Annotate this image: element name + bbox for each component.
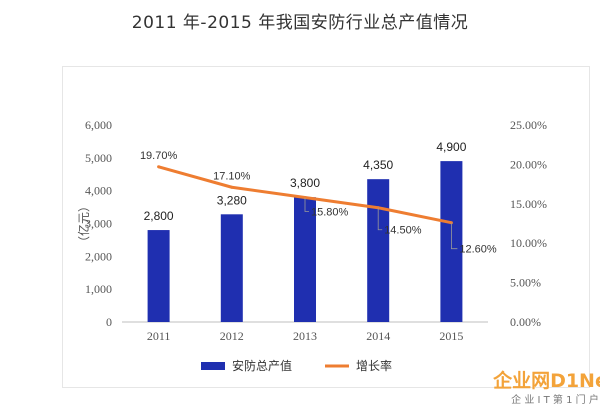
y-tick-label: 1,000: [85, 282, 112, 296]
legend-label-line: 增长率: [356, 358, 392, 373]
bar-value-label: 3,800: [290, 176, 320, 190]
chart-title: 2011 年-2015 年我国安防行业总产值情况: [131, 13, 469, 33]
bar-value-label: 3,280: [217, 193, 247, 207]
y2-tick-label: 15.00%: [510, 197, 547, 211]
bar-value-label: 4,350: [363, 158, 393, 172]
growth-point: [230, 185, 234, 189]
legend-label-bar: 安防总产值: [232, 358, 292, 373]
bar: [294, 197, 316, 322]
growth-value-label: 17.10%: [213, 170, 251, 182]
line-series: [157, 165, 458, 250]
y2-tick-label: 0.00%: [510, 315, 541, 329]
y2-tick-label: 25.00%: [510, 118, 547, 132]
bar-value-label: 4,900: [436, 140, 466, 154]
watermark-tagline: 企 业 I T 第 1 门 户: [511, 393, 599, 406]
label-leader-line: [377, 207, 383, 231]
x-tick-label: 2013: [293, 329, 317, 343]
data-labels: 2,800 3,280 3,800 4,350 4,900 19.70% 17.10% 15.…: [140, 140, 497, 256]
y-tick-label: 0: [106, 315, 112, 329]
growth-value-label: 15.80%: [311, 206, 349, 218]
y-tick-label: 3,000: [85, 217, 112, 231]
growth-value-label: 12.60%: [459, 244, 497, 256]
y-tick-label: 6,000: [85, 118, 112, 132]
growth-value-label: 14.50%: [384, 225, 422, 237]
legend: 安防总产值 增长率: [201, 358, 392, 373]
chart-frame: [62, 66, 590, 388]
watermark-brand: 企业网D1Net: [492, 369, 600, 392]
x-tick-label: 2012: [220, 329, 244, 343]
bar: [220, 214, 243, 322]
axes: 0 1,000 2,000 3,000 4,000 5,000 6,000 0.00% 5.00…: [76, 118, 547, 343]
x-tick-label: 2015: [439, 329, 463, 343]
label-leader-line: [450, 222, 458, 250]
watermark: 企业网D1Net 企 业 I T 第 1 门 户: [492, 369, 600, 406]
bar-value-label: 2,800: [144, 209, 174, 223]
y-tick-label: 4,000: [85, 184, 112, 198]
bar: [367, 179, 390, 322]
bar: [147, 230, 170, 322]
y2-tick-label: 20.00%: [510, 157, 547, 171]
label-leader-line: [304, 197, 309, 212]
y2-tick-label: 10.00%: [510, 236, 547, 250]
y-axis-title: （亿元）: [76, 200, 91, 248]
y-tick-label: 2,000: [85, 249, 112, 263]
legend-swatch-bar: [201, 362, 225, 370]
y2-tick-label: 5.00%: [510, 276, 541, 290]
growth-value-label: 19.70%: [140, 150, 178, 162]
growth-point: [157, 165, 161, 169]
x-tick-label: 2014: [366, 329, 390, 343]
x-tick-label: 2011: [147, 329, 171, 343]
y-tick-label: 5,000: [85, 151, 112, 165]
